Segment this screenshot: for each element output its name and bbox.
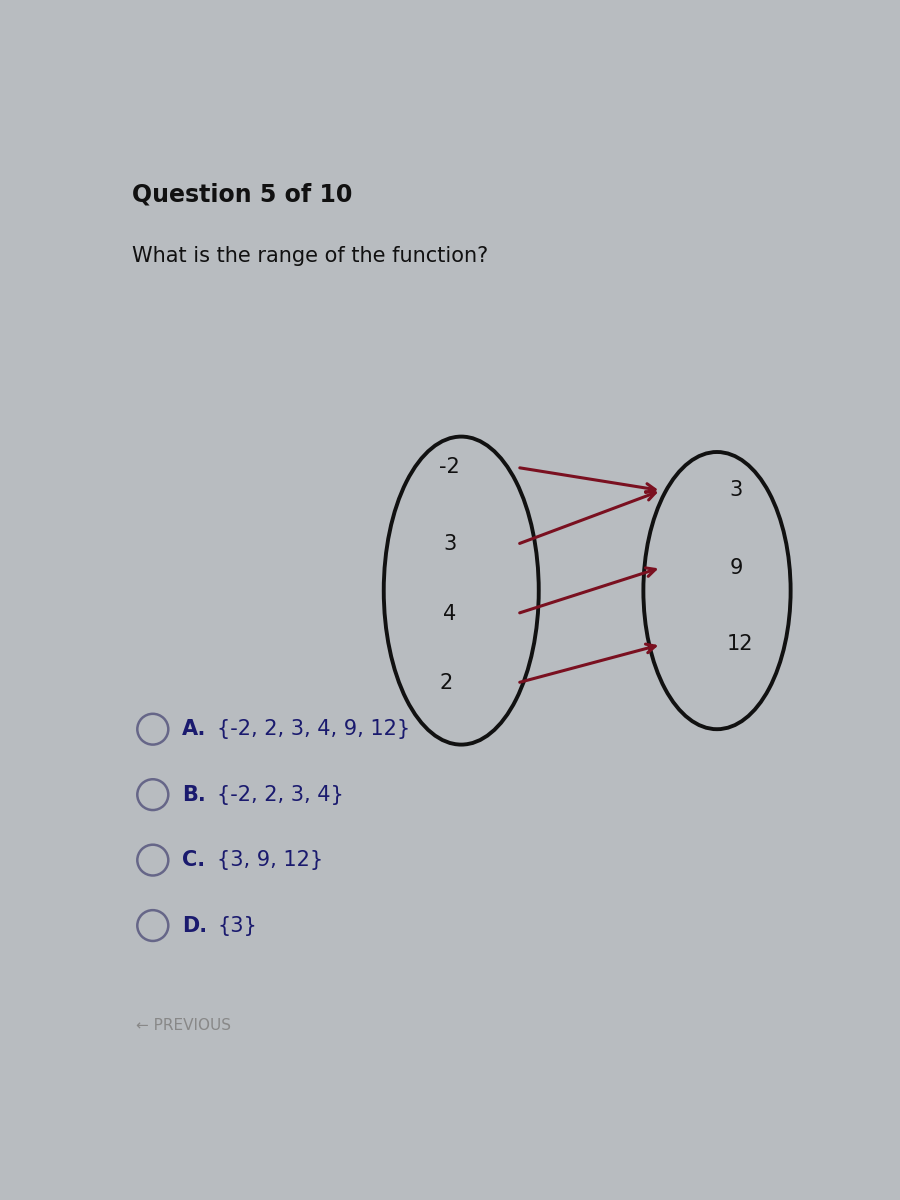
Text: 4: 4 (443, 604, 456, 624)
Text: D.: D. (182, 916, 207, 936)
Text: 3: 3 (443, 534, 456, 554)
Text: {-2, 2, 3, 4, 9, 12}: {-2, 2, 3, 4, 9, 12} (217, 719, 410, 739)
Text: {3}: {3} (217, 916, 256, 936)
Text: Question 5 of 10: Question 5 of 10 (132, 182, 352, 206)
Text: A.: A. (182, 719, 207, 739)
Text: ← PREVIOUS: ← PREVIOUS (136, 1018, 230, 1033)
Text: 12: 12 (727, 635, 753, 654)
Text: -2: -2 (439, 457, 460, 478)
Text: B.: B. (182, 785, 206, 805)
Text: {3, 9, 12}: {3, 9, 12} (217, 850, 323, 870)
Text: C.: C. (182, 850, 205, 870)
Text: 3: 3 (730, 480, 743, 500)
Text: 2: 2 (439, 673, 453, 692)
Text: {-2, 2, 3, 4}: {-2, 2, 3, 4} (217, 785, 344, 805)
Text: 9: 9 (730, 558, 743, 577)
Text: What is the range of the function?: What is the range of the function? (132, 246, 488, 265)
